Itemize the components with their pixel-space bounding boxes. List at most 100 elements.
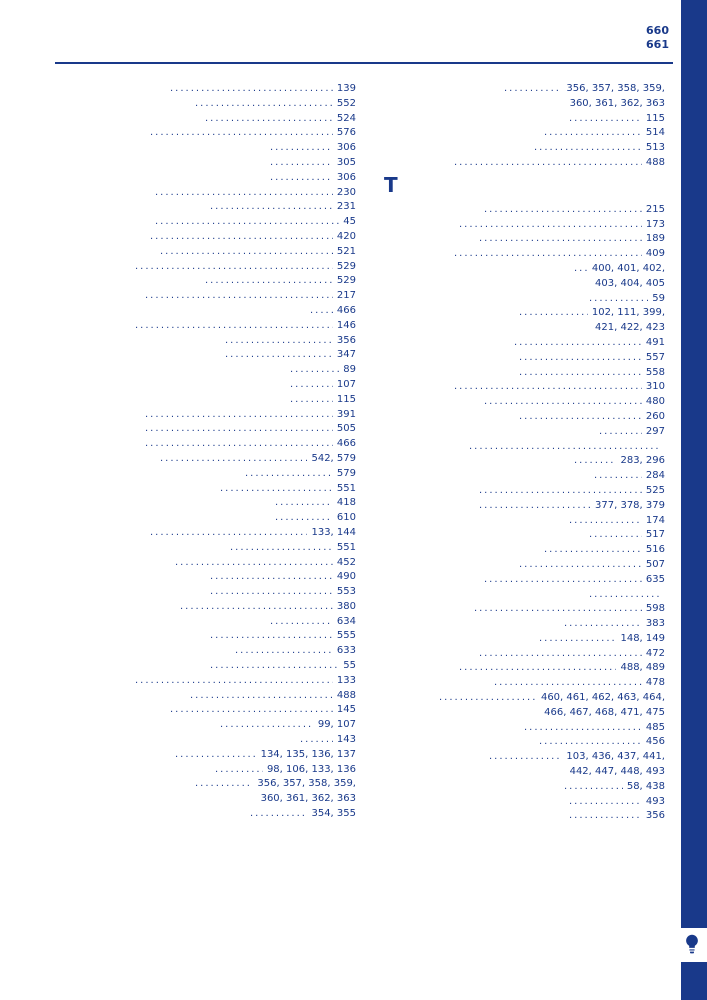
leader-dots xyxy=(135,260,333,275)
page-num-left: 660 xyxy=(646,24,669,38)
index-entry: 490 xyxy=(75,570,356,585)
index-pages: 478 xyxy=(642,676,665,691)
index-pages: 456 xyxy=(642,735,665,750)
leader-dots xyxy=(215,763,263,778)
index-pages: 466 xyxy=(333,437,356,452)
leader-dots xyxy=(300,733,333,748)
index-entry: 521 xyxy=(75,245,356,260)
leader-dots xyxy=(574,262,588,277)
index-entry: 58, 438 xyxy=(384,780,665,795)
index-entry: 133, 144 xyxy=(75,526,356,541)
index-entry: 115 xyxy=(384,112,665,127)
leader-dots xyxy=(170,703,333,718)
index-entry: 284 xyxy=(384,469,665,484)
leader-dots xyxy=(544,126,642,141)
leader-dots xyxy=(270,156,333,171)
leader-dots xyxy=(519,558,642,573)
index-entry: 145 xyxy=(75,703,356,718)
leader-dots xyxy=(589,528,642,543)
index-pages: 551 xyxy=(333,482,356,497)
index-entry: 576 xyxy=(75,126,356,141)
index-entry: 146 xyxy=(75,319,356,334)
index-pages: 507 xyxy=(642,558,665,573)
index-entry: 552 xyxy=(75,97,356,112)
index-entry: 230 xyxy=(75,186,356,201)
index-entry: 551 xyxy=(75,541,356,556)
leader-dots xyxy=(589,588,661,603)
index-entry xyxy=(384,440,665,455)
leader-dots xyxy=(564,780,623,795)
index-entry: 514 xyxy=(384,126,665,141)
index-pages: 485 xyxy=(642,721,665,736)
index-pages: 383 xyxy=(642,617,665,632)
leader-dots xyxy=(574,454,616,469)
leader-dots xyxy=(479,484,642,499)
leader-dots xyxy=(479,232,642,247)
index-entry: 478 xyxy=(384,676,665,691)
index-pages: 284 xyxy=(642,469,665,484)
index-pages: 598 xyxy=(642,602,665,617)
index-entry: 491 xyxy=(384,336,665,351)
leader-dots xyxy=(190,689,333,704)
index-pages: 260 xyxy=(642,410,665,425)
index-entry: 409 xyxy=(384,247,665,262)
index-pages: 516 xyxy=(642,543,665,558)
index-pages: 115 xyxy=(642,112,665,127)
index-pages: 480 xyxy=(642,395,665,410)
index-pages: 517 xyxy=(642,528,665,543)
index-pages: 525 xyxy=(642,484,665,499)
index-pages: 283, 296 xyxy=(616,454,665,469)
index-entry: 557 xyxy=(384,351,665,366)
leader-dots xyxy=(290,378,333,393)
leader-dots xyxy=(160,452,307,467)
index-pages: 189 xyxy=(642,232,665,247)
index-entry: 516 xyxy=(384,543,665,558)
leader-dots xyxy=(484,395,642,410)
leader-dots xyxy=(459,661,616,676)
index-pages: 55 xyxy=(339,659,356,674)
leader-dots xyxy=(210,585,333,600)
index-entry: 102, 111, 399, xyxy=(384,306,665,321)
index-pages: 551 xyxy=(333,541,356,556)
index-pages: 215 xyxy=(642,203,665,218)
index-entry: 598 xyxy=(384,602,665,617)
index-pages: 133 xyxy=(333,674,356,689)
index-pages: 400, 401, 402, xyxy=(588,262,665,277)
index-entry: 283, 296 xyxy=(384,454,665,469)
leader-dots xyxy=(160,245,333,260)
index-entry: 610 xyxy=(75,511,356,526)
leader-dots xyxy=(135,674,333,689)
index-pages: 418 xyxy=(333,496,356,511)
leader-dots xyxy=(220,718,314,733)
index-column-left: 1395525245763063053062302314542052152952… xyxy=(75,82,356,980)
leader-dots xyxy=(519,351,642,366)
index-entry: 55 xyxy=(75,659,356,674)
index-pages: 490 xyxy=(333,570,356,585)
leader-dots xyxy=(155,186,333,201)
index-pages: 442, 447, 448, 493 xyxy=(566,765,665,780)
leader-dots xyxy=(170,82,333,97)
index-pages: 306 xyxy=(333,141,356,156)
leader-dots xyxy=(205,274,333,289)
index-pages: 452 xyxy=(333,556,356,571)
index-pages: 558 xyxy=(642,366,665,381)
index-pages: 377, 378, 379 xyxy=(591,499,665,514)
index-pages: 356 xyxy=(642,809,665,824)
index-pages: 173 xyxy=(642,218,665,233)
index-pages: 391 xyxy=(333,408,356,423)
index-entry: 306 xyxy=(75,141,356,156)
leader-dots xyxy=(454,247,642,262)
leader-dots xyxy=(589,292,648,307)
index-entry: 133 xyxy=(75,674,356,689)
index-pages: 360, 361, 362, 363 xyxy=(566,97,665,112)
index-pages: 231 xyxy=(333,200,356,215)
index-entry: 635 xyxy=(384,573,665,588)
leader-dots xyxy=(534,141,642,156)
leader-dots xyxy=(210,200,333,215)
leader-dots xyxy=(519,306,588,321)
index-pages: 145 xyxy=(333,703,356,718)
index-entry: 456 xyxy=(384,735,665,750)
leader-dots xyxy=(494,676,642,691)
leader-dots xyxy=(270,171,333,186)
leader-dots xyxy=(479,647,642,662)
